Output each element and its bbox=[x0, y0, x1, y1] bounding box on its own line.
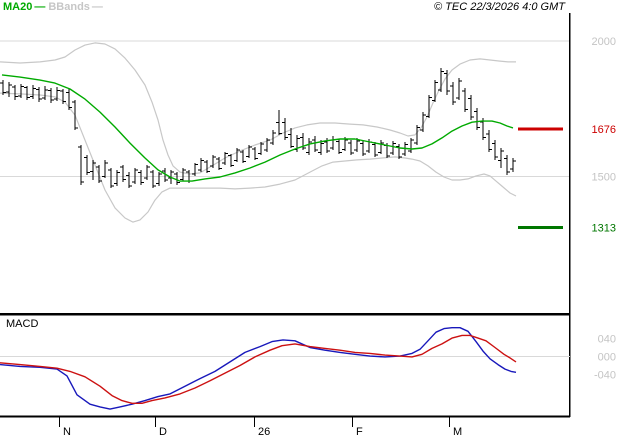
legend-bbands-label: BBands bbox=[48, 1, 90, 13]
legend-bbands-swatch: — bbox=[91, 1, 103, 13]
macd-scale-label: -040 bbox=[594, 370, 616, 382]
month-label: N bbox=[63, 426, 71, 438]
month-label: D bbox=[159, 426, 167, 438]
price-bars bbox=[0, 67, 516, 189]
macd-scale-label: 000 bbox=[598, 352, 616, 364]
price-scale-label: 1500 bbox=[592, 172, 616, 184]
copyright-text: © TEC 22/3/2026 4:0 GMT bbox=[434, 1, 565, 13]
month-label: M bbox=[453, 426, 462, 438]
month-label: F bbox=[356, 426, 363, 438]
price-scale-label: 2000 bbox=[592, 36, 616, 48]
macd-panel-label: MACD bbox=[6, 318, 39, 330]
ma20-line bbox=[1, 74, 514, 182]
month-label: 26 bbox=[258, 426, 270, 438]
legend: MA20— BBands — bbox=[3, 1, 103, 13]
bollinger-upper-band bbox=[0, 42, 516, 175]
bollinger-lower-band bbox=[0, 92, 517, 223]
macd-scale-label: 040 bbox=[598, 334, 616, 346]
macd-macd-line bbox=[0, 327, 517, 410]
legend-ma20-swatch: — bbox=[34, 1, 45, 13]
level-label-1676: 1676 bbox=[592, 124, 616, 136]
macd-signal-line bbox=[0, 334, 517, 404]
legend-ma20-label: MA20 bbox=[3, 1, 33, 13]
level-label-1313: 1313 bbox=[592, 222, 616, 234]
